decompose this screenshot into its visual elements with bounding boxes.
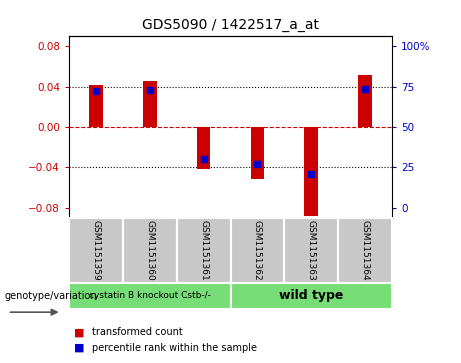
- Text: GSM1151359: GSM1151359: [92, 220, 100, 281]
- Bar: [89, 85, 103, 127]
- Bar: [358, 75, 372, 127]
- Text: GSM1151360: GSM1151360: [145, 220, 154, 281]
- Bar: [123, 218, 177, 283]
- Text: ■: ■: [74, 327, 84, 337]
- Bar: [230, 283, 392, 309]
- Text: wild type: wild type: [279, 289, 343, 302]
- Text: percentile rank within the sample: percentile rank within the sample: [92, 343, 257, 353]
- Bar: [338, 218, 392, 283]
- Bar: [177, 218, 230, 283]
- Text: GSM1151364: GSM1151364: [361, 220, 369, 280]
- Text: cystatin B knockout Cstb-/-: cystatin B knockout Cstb-/-: [89, 291, 211, 300]
- Bar: [69, 283, 230, 309]
- Text: GSM1151363: GSM1151363: [307, 220, 316, 281]
- Text: GSM1151361: GSM1151361: [199, 220, 208, 281]
- Bar: [304, 127, 318, 216]
- Bar: [230, 218, 284, 283]
- Bar: [197, 127, 210, 170]
- Bar: [251, 127, 264, 179]
- Text: transformed count: transformed count: [92, 327, 183, 337]
- Text: genotype/variation: genotype/variation: [5, 291, 97, 301]
- Bar: [284, 218, 338, 283]
- Title: GDS5090 / 1422517_a_at: GDS5090 / 1422517_a_at: [142, 19, 319, 33]
- Bar: [143, 81, 157, 127]
- Bar: [69, 218, 123, 283]
- Text: ■: ■: [74, 343, 84, 353]
- Text: GSM1151362: GSM1151362: [253, 220, 262, 280]
